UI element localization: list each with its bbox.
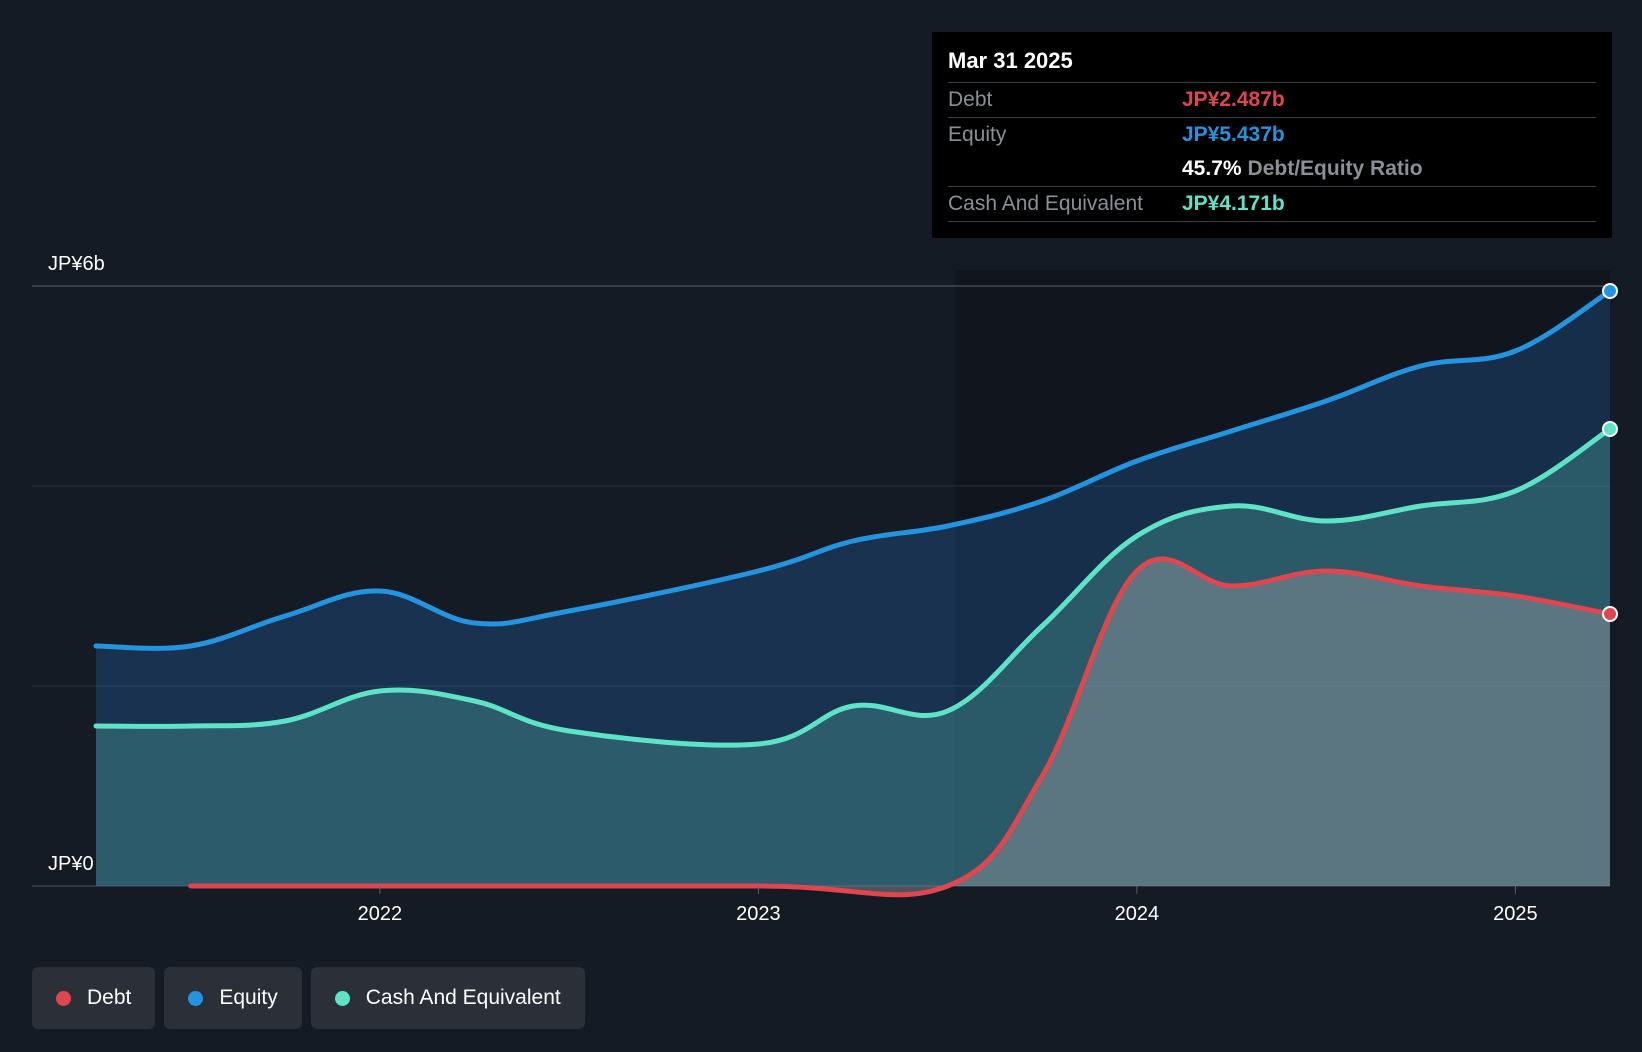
legend-item-equity[interactable]: Equity xyxy=(164,967,302,1029)
tooltip-date: Mar 31 2025 xyxy=(948,46,1596,83)
legend-dot-debt xyxy=(56,990,71,1006)
tooltip-equity-row: Equity JP¥5.437b xyxy=(948,118,1596,152)
x-axis: 2022 2023 2024 2025 xyxy=(358,886,1538,925)
tooltip-cash-value: JP¥4.171b xyxy=(1182,192,1285,215)
x-tick-label-2022: 2022 xyxy=(358,903,403,925)
tooltip-cash-label: Cash And Equivalent xyxy=(948,192,1143,215)
x-tick-label-2023: 2023 xyxy=(736,903,781,925)
endpoint-equity xyxy=(1602,283,1618,299)
line-equity xyxy=(93,288,1613,651)
y-tick-label-top: JP¥6b xyxy=(48,253,105,275)
series-lines xyxy=(93,288,1613,898)
line-debt xyxy=(188,556,1613,898)
tooltip-debt-row: Debt JP¥2.487b xyxy=(948,83,1596,118)
tooltip-equity-label: Equity xyxy=(948,123,1007,146)
tooltip-ratio-value: 45.7% xyxy=(1182,157,1242,180)
endpoint-cash-and-equivalent xyxy=(1602,421,1618,437)
area-equity xyxy=(96,291,1610,886)
y-tick-label-bottom: JP¥0 xyxy=(48,853,94,875)
tooltip-debt-value: JP¥2.487b xyxy=(1182,88,1285,111)
legend-label-cash: Cash And Equivalent xyxy=(365,986,561,1009)
x-tick-label-2025: 2025 xyxy=(1493,903,1538,925)
legend-dot-cash xyxy=(334,990,350,1006)
tooltip-ratio-label: Debt/Equity Ratio xyxy=(1247,157,1423,180)
legend-label-equity: Equity xyxy=(219,986,278,1009)
tooltip-equity-value: JP¥5.437b xyxy=(1182,123,1285,146)
line-cash-and-equivalent xyxy=(93,426,1613,748)
area-cash-and-equivalent xyxy=(96,429,1610,886)
legend-label-debt: Debt xyxy=(87,986,132,1009)
tooltip: Mar 31 2025 Debt JP¥2.487b Equity JP¥5.4… xyxy=(932,32,1612,238)
tooltip-debt-label: Debt xyxy=(948,88,993,111)
legend-item-cash[interactable]: Cash And Equivalent xyxy=(310,967,585,1029)
tooltip-ratio-row: 45.7% Debt/Equity Ratio xyxy=(948,152,1596,187)
endpoint-debt xyxy=(1602,606,1618,622)
legend: Debt Equity Cash And Equivalent xyxy=(32,967,585,1029)
series-endpoints xyxy=(1602,283,1618,622)
tooltip-cash-row: Cash And Equivalent JP¥4.171b xyxy=(948,187,1596,222)
area-debt xyxy=(190,558,1610,895)
legend-item-debt[interactable]: Debt xyxy=(32,967,156,1029)
legend-dot-equity xyxy=(188,990,204,1006)
series-areas xyxy=(96,291,1610,895)
x-tick-label-2024: 2024 xyxy=(1115,903,1160,925)
